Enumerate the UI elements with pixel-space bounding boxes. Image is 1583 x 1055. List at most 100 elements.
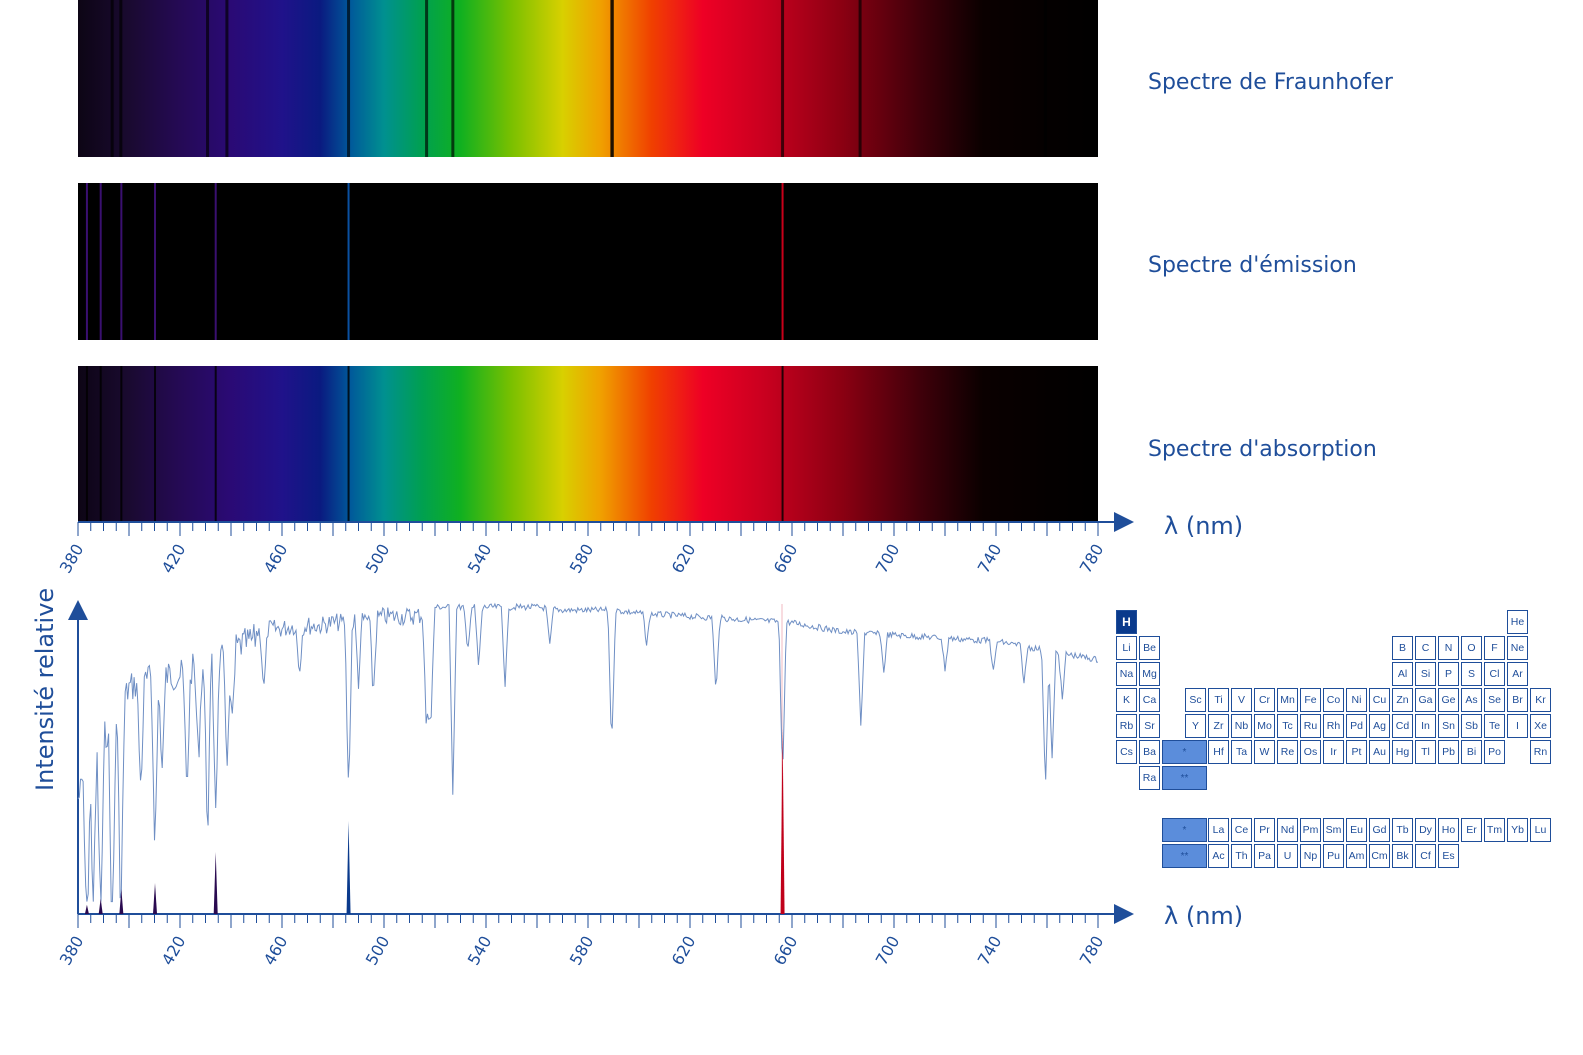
element-zn: Zn — [1392, 688, 1413, 712]
element-te: Te — [1484, 714, 1505, 738]
element-na: Na — [1116, 662, 1137, 686]
tick-label: 700 — [872, 933, 904, 969]
element-th: Th — [1231, 844, 1252, 868]
element-rh: Rh — [1323, 714, 1344, 738]
element-os: Os — [1300, 740, 1321, 764]
element-rn: Rn — [1530, 740, 1551, 764]
element-as: As — [1461, 688, 1482, 712]
fraunhofer-line — [451, 0, 455, 157]
element-au: Au — [1369, 740, 1390, 764]
element-gd: Gd — [1369, 818, 1390, 842]
element-se: Se — [1484, 688, 1505, 712]
element-marker: ** — [1162, 844, 1207, 868]
element-nd: Nd — [1277, 818, 1298, 842]
emission-peak — [346, 821, 351, 914]
element-lu: Lu — [1530, 818, 1551, 842]
element-n: N — [1438, 636, 1459, 660]
absorption-spectrum — [78, 366, 1098, 523]
emission-line — [347, 183, 350, 340]
fraunhofer-line — [610, 0, 614, 157]
tick-label: 740 — [974, 541, 1006, 577]
y-axis-label: Intensité relative — [31, 587, 59, 791]
element-he: He — [1507, 610, 1528, 634]
element-ni: Ni — [1346, 688, 1367, 712]
fraunhofer-line — [110, 0, 114, 157]
element-ir: Ir — [1323, 740, 1344, 764]
element-bk: Bk — [1392, 844, 1413, 868]
tick-label: 660 — [770, 933, 802, 969]
element-k: K — [1116, 688, 1137, 712]
absorption-label: Spectre d'absorption — [1148, 437, 1377, 462]
element-ce: Ce — [1231, 818, 1252, 842]
emission-line — [120, 183, 123, 340]
element-dy: Dy — [1415, 818, 1436, 842]
top-wavelength-axis: 380 420 460 500 540 580 620 660 700 740 780 — [56, 512, 1134, 577]
element-cs: Cs — [1116, 740, 1137, 764]
element-mn: Mn — [1277, 688, 1298, 712]
element-sb: Sb — [1461, 714, 1482, 738]
emission-line — [85, 183, 88, 340]
element-ne: Ne — [1507, 636, 1528, 660]
emission-line — [154, 183, 157, 340]
element-ba: Ba — [1139, 740, 1160, 764]
element-cr: Cr — [1254, 688, 1275, 712]
tick-label: 460 — [260, 541, 292, 577]
fraunhofer-line — [206, 0, 210, 157]
absorption-line — [781, 366, 784, 523]
tick-label: 380 — [56, 933, 88, 969]
tick-label: 780 — [1076, 933, 1108, 969]
element-co: Co — [1323, 688, 1344, 712]
element-u: U — [1277, 844, 1298, 868]
element-marker: * — [1162, 818, 1207, 842]
element-b: B — [1392, 636, 1413, 660]
element-p: P — [1438, 662, 1459, 686]
element-ti: Ti — [1208, 688, 1229, 712]
tick-label: 420 — [158, 933, 190, 969]
tick-label: 540 — [464, 541, 496, 577]
element-al: Al — [1392, 662, 1413, 686]
tick-label: 580 — [566, 541, 598, 577]
element-cd: Cd — [1392, 714, 1413, 738]
emission-peak — [780, 728, 785, 914]
emission-peak — [119, 889, 124, 914]
element-be: Be — [1139, 636, 1160, 660]
element-np: Np — [1300, 844, 1321, 868]
tick-label: 460 — [260, 933, 292, 969]
absorption-line — [85, 366, 88, 523]
element-ca: Ca — [1139, 688, 1160, 712]
fraunhofer-line — [425, 0, 429, 157]
element-pb: Pb — [1438, 740, 1459, 764]
emission-line — [214, 183, 217, 340]
element-pd: Pd — [1346, 714, 1367, 738]
fraunhofer-label: Spectre de Fraunhofer — [1148, 70, 1393, 95]
element-bi: Bi — [1461, 740, 1482, 764]
tick-label: 420 — [158, 541, 190, 577]
element-xe: Xe — [1530, 714, 1551, 738]
element-fe: Fe — [1300, 688, 1321, 712]
tick-label: 700 — [872, 541, 904, 577]
element-hf: Hf — [1208, 740, 1229, 764]
element-in: In — [1415, 714, 1436, 738]
element-sc: Sc — [1185, 688, 1206, 712]
fraunhofer-line — [1043, 0, 1047, 157]
element-marker: ** — [1162, 766, 1207, 790]
element-cu: Cu — [1369, 688, 1390, 712]
element-ru: Ru — [1300, 714, 1321, 738]
element-v: V — [1231, 688, 1252, 712]
emission-peak — [153, 883, 158, 914]
top-x-axis-label: λ (nm) — [1164, 512, 1244, 540]
tick-label: 500 — [362, 541, 394, 577]
element-rb: Rb — [1116, 714, 1137, 738]
element-es: Es — [1438, 844, 1459, 868]
element-ge: Ge — [1438, 688, 1459, 712]
absorption-line — [347, 366, 350, 523]
element-eu: Eu — [1346, 818, 1367, 842]
tick-label: 580 — [566, 933, 598, 969]
periodic-table: H He Li Be B C N O F Ne Na Mg Al Si P S Cl Ar K Ca Sc Ti V Cr Mn… — [1116, 610, 1556, 880]
fraunhofer-line — [858, 0, 862, 157]
element-ga: Ga — [1415, 688, 1436, 712]
emission-line — [781, 183, 784, 340]
element-mg: Mg — [1139, 662, 1160, 686]
element-f: F — [1484, 636, 1505, 660]
